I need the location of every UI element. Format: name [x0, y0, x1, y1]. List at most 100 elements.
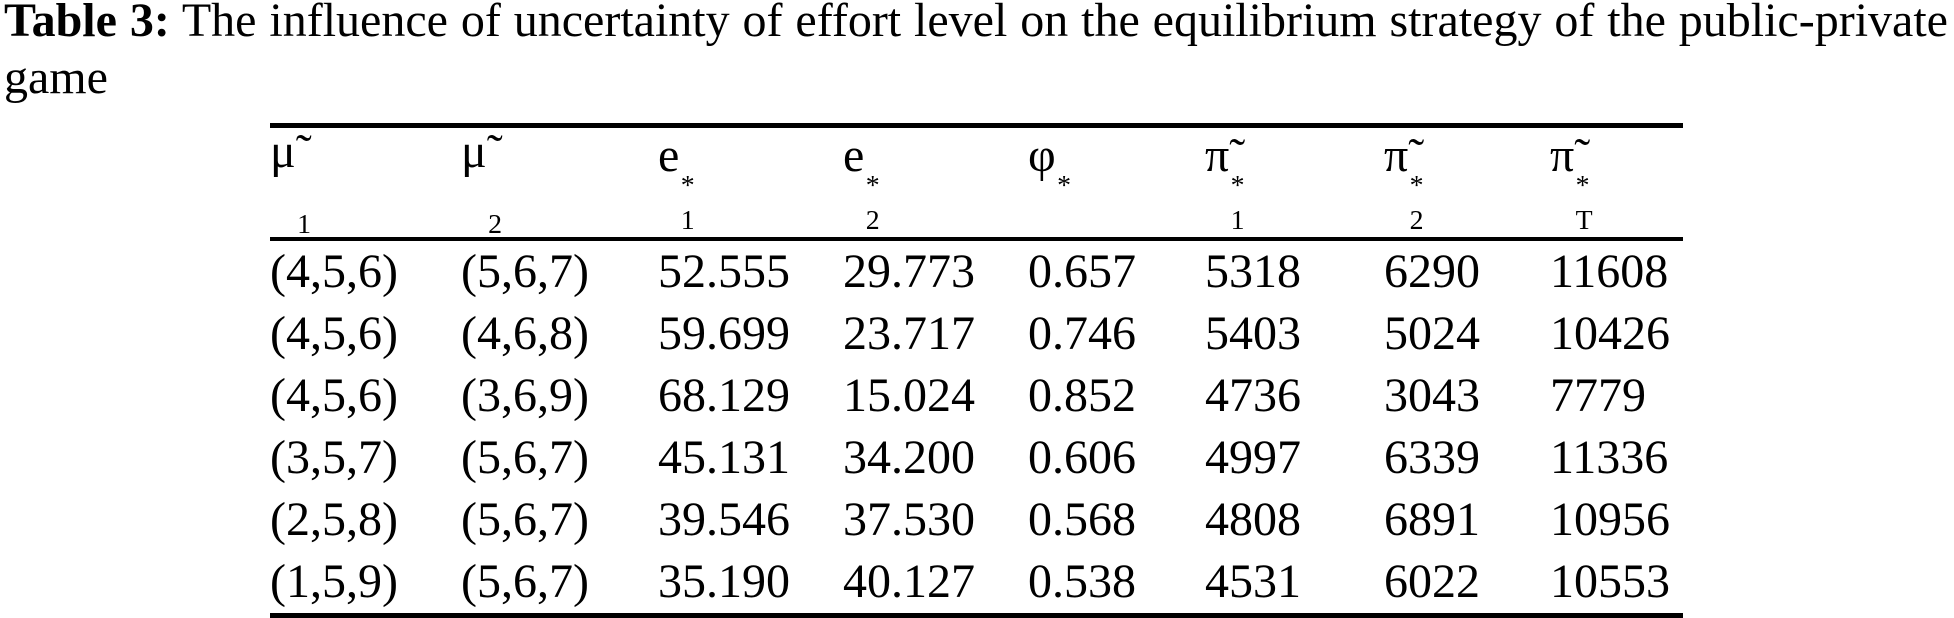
table-cell: 39.546 [658, 493, 790, 547]
table-cell: 0.606 [1028, 431, 1136, 485]
table-caption-text: The influence of uncertainty of effort l… [4, 0, 1948, 104]
table-cell: 10426 [1550, 307, 1670, 361]
table-row: (4,5,6) (3,6,9) 68.129 15.024 0.852 4736 3043 7… [270, 365, 1683, 427]
table-cell: 0.852 [1028, 369, 1136, 423]
table-cell: 5024 [1384, 307, 1480, 361]
table-cell: (5,6,7) [461, 431, 589, 485]
table-cell: 59.699 [658, 307, 790, 361]
col-header-symbol: e [843, 129, 865, 183]
col-header-scripts: * 1 [680, 170, 695, 236]
col-header-subscript: 1 [297, 209, 312, 241]
table-row: (1,5,9) (5,6,7) 35.190 40.127 0.538 4531 6022 1… [270, 551, 1683, 616]
col-header-mu2: μ̃ 2 [461, 125, 658, 242]
col-header-piT-star: π̃ * T [1550, 125, 1683, 242]
col-header-subscript: 1 [680, 204, 695, 236]
col-header-scripts: 2 [488, 177, 503, 241]
col-header-symbol: φ [1028, 129, 1056, 183]
col-header-subscript [1057, 220, 1071, 233]
table-cell: 10956 [1550, 493, 1670, 547]
table-row: (4,5,6) (4,6,8) 59.699 23.717 0.746 5403 5024 1… [270, 303, 1683, 365]
col-header-scripts: * 2 [1409, 170, 1424, 236]
col-header-scripts: * [1057, 170, 1072, 233]
table-cell: 37.530 [843, 493, 975, 547]
table-row: (4,5,6) (5,6,7) 52.555 29.773 0.657 5318 6290 1… [270, 239, 1683, 303]
table-cell: (5,6,7) [461, 555, 589, 609]
table-cell: 68.129 [658, 369, 790, 423]
table-cell: 4531 [1205, 555, 1301, 609]
col-header-symbol: μ̃ [270, 125, 296, 178]
table-cell: 45.131 [658, 431, 790, 485]
table-cell: 35.190 [658, 555, 790, 609]
col-header-symbol: π̃ [1205, 129, 1230, 183]
table-cell: 0.657 [1028, 245, 1136, 299]
table-cell: 11336 [1550, 431, 1669, 485]
table-cell: 6891 [1384, 493, 1480, 547]
table-caption-label: Table 3: [4, 0, 170, 47]
table-cell: 4736 [1205, 369, 1301, 423]
table-cell: (4,5,6) [270, 307, 398, 361]
table-cell: (3,5,7) [270, 431, 398, 485]
col-header-superscript: * [1409, 170, 1424, 202]
col-header-superscript [297, 177, 311, 190]
col-header-symbol: e [658, 129, 680, 183]
table-cell: 11608 [1550, 245, 1669, 299]
table-cell: 0.538 [1028, 555, 1136, 609]
table-cell: 3043 [1384, 369, 1480, 423]
table-cell: 6290 [1384, 245, 1480, 299]
table-cell: 15.024 [843, 369, 975, 423]
table-row: (2,5,8) (5,6,7) 39.546 37.530 0.568 4808 6891 1… [270, 489, 1683, 551]
col-header-subscript: 2 [1409, 204, 1424, 236]
table-cell: 0.746 [1028, 307, 1136, 361]
table-cell: 40.127 [843, 555, 975, 609]
col-header-subscript: 2 [488, 209, 503, 241]
table-cell: 0.568 [1028, 493, 1136, 547]
col-header-scripts: * T [1575, 170, 1593, 236]
table-header-row: μ̃ 1 μ̃ 2 e * 1 e * 2 φ * π̃ * 1 π̃ * 2 π̃ * T [270, 125, 1683, 242]
col-header-superscript: * [865, 170, 880, 202]
col-header-phi-star: φ * [1028, 125, 1205, 242]
col-header-superscript: * [1575, 170, 1590, 202]
results-table: μ̃ 1 μ̃ 2 e * 1 e * 2 φ * π̃ * 1 π̃ * 2 π̃ * T (4,5,6) (5,6,7… [270, 123, 1683, 618]
col-header-subscript: T [1575, 204, 1593, 236]
table-caption: Table 3: The influence of uncertainty of… [4, 0, 1948, 106]
table-cell: 5403 [1205, 307, 1301, 361]
table-cell: 6022 [1384, 555, 1480, 609]
col-header-superscript: * [1057, 170, 1072, 202]
col-header-e1-star: e * 1 [658, 125, 843, 242]
table-body: (4,5,6) (5,6,7) 52.555 29.773 0.657 5318 6290 1… [270, 239, 1683, 616]
table-cell: (5,6,7) [461, 245, 589, 299]
table-cell: 6339 [1384, 431, 1480, 485]
col-header-e2-star: e * 2 [843, 125, 1028, 242]
table-cell: (5,6,7) [461, 493, 589, 547]
col-header-scripts: * 1 [1230, 170, 1245, 236]
table-cell: 29.773 [843, 245, 975, 299]
table-cell: (4,5,6) [270, 369, 398, 423]
table-cell: 4997 [1205, 431, 1301, 485]
table-cell: 23.717 [843, 307, 975, 361]
table-cell: 5318 [1205, 245, 1301, 299]
col-header-subscript: 1 [1230, 204, 1245, 236]
table-cell: 52.555 [658, 245, 790, 299]
table-cell: (1,5,9) [270, 555, 398, 609]
col-header-symbol: μ̃ [461, 125, 487, 178]
table-cell: (2,5,8) [270, 493, 398, 547]
table-cell: (4,5,6) [270, 245, 398, 299]
col-header-superscript: * [1230, 170, 1245, 202]
table-cell: (3,6,9) [461, 369, 589, 423]
table-row: (3,5,7) (5,6,7) 45.131 34.200 0.606 4997 6339 1… [270, 427, 1683, 489]
col-header-superscript: * [680, 170, 695, 202]
col-header-symbol: π̃ [1384, 129, 1409, 183]
table-cell: (4,6,8) [461, 307, 589, 361]
table-cell: 10553 [1550, 555, 1670, 609]
col-header-superscript [488, 177, 502, 190]
col-header-scripts: 1 [297, 177, 312, 241]
col-header-subscript: 2 [865, 204, 880, 236]
table-cell: 4808 [1205, 493, 1301, 547]
col-header-pi2-star: π̃ * 2 [1384, 125, 1550, 242]
col-header-scripts: * 2 [865, 170, 880, 236]
table-cell: 34.200 [843, 431, 975, 485]
table-cell: 7779 [1550, 369, 1646, 423]
col-header-mu1: μ̃ 1 [270, 125, 461, 242]
col-header-symbol: π̃ [1550, 129, 1575, 183]
col-header-pi1-star: π̃ * 1 [1205, 125, 1384, 242]
